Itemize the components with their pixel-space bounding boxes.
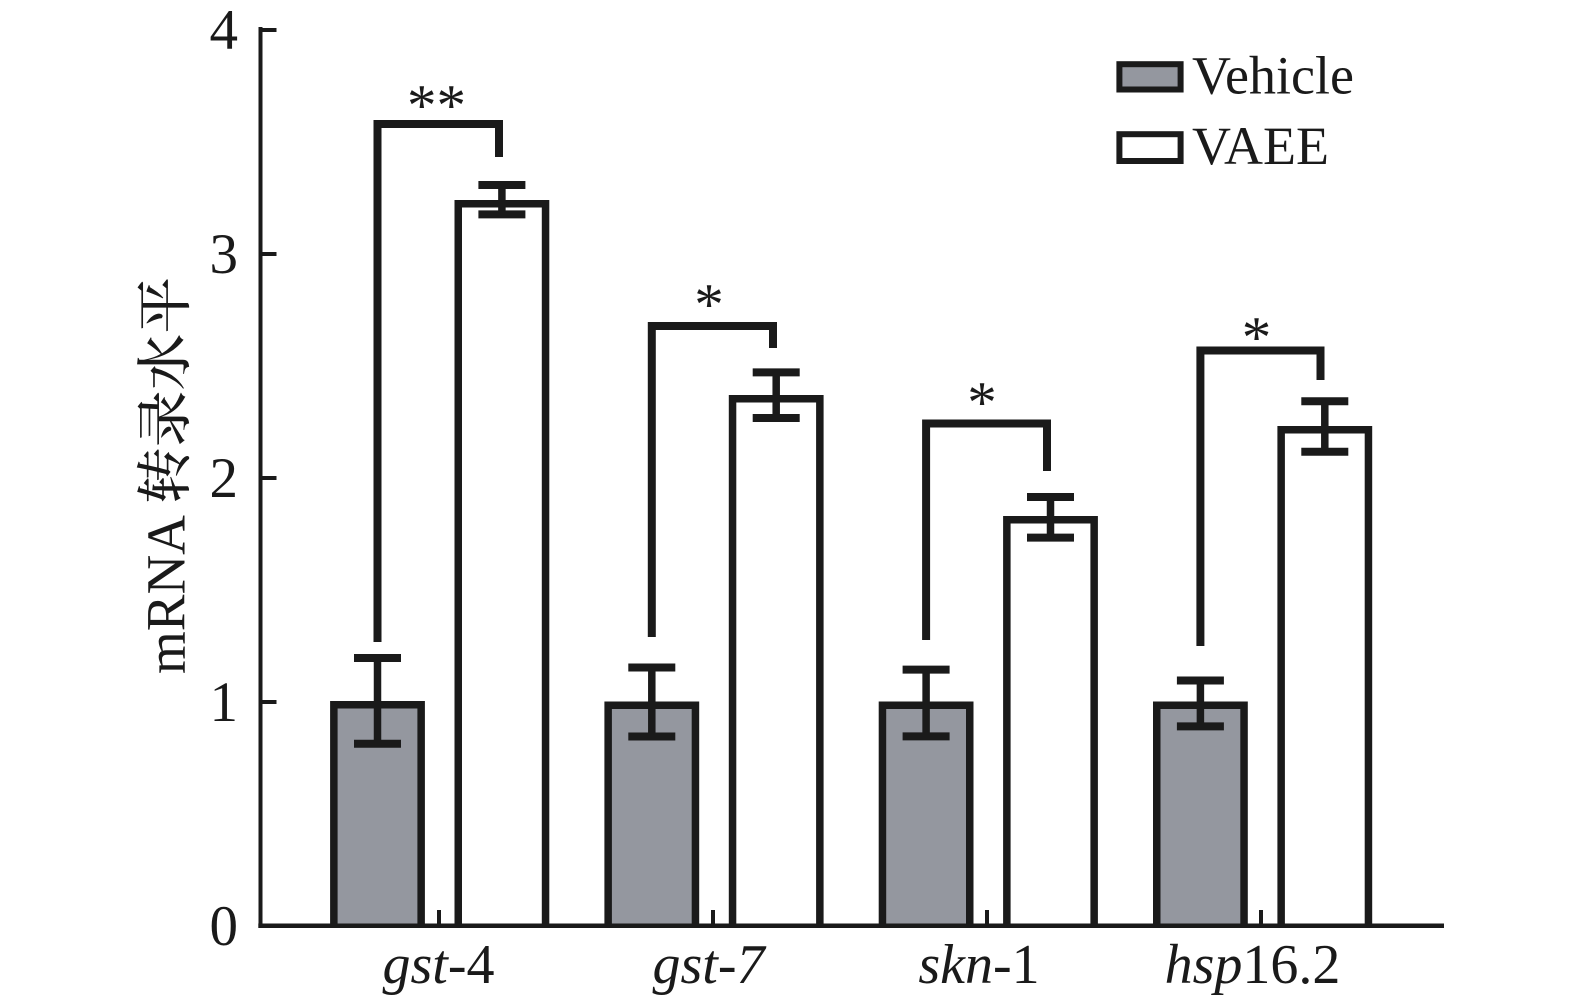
svg-text:0: 0 xyxy=(210,895,239,958)
svg-text:**: ** xyxy=(407,72,466,138)
svg-text:hsp16.2: hsp16.2 xyxy=(1165,934,1341,996)
svg-text:2: 2 xyxy=(210,447,239,510)
svg-text:gst-7: gst-7 xyxy=(653,934,767,996)
svg-text:Vehicle: Vehicle xyxy=(1192,45,1354,105)
svg-text:*: * xyxy=(1242,304,1272,370)
svg-text:skn-1: skn-1 xyxy=(918,934,1039,996)
svg-text:mRNA: mRNA xyxy=(136,515,197,674)
svg-text:3: 3 xyxy=(210,223,239,286)
svg-text:1: 1 xyxy=(210,671,239,734)
svg-text:VAEE: VAEE xyxy=(1192,116,1329,176)
svg-text:gst-4: gst-4 xyxy=(382,934,494,996)
svg-text:*: * xyxy=(967,369,997,435)
svg-text:*: * xyxy=(694,271,724,337)
svg-text:4: 4 xyxy=(210,0,239,62)
